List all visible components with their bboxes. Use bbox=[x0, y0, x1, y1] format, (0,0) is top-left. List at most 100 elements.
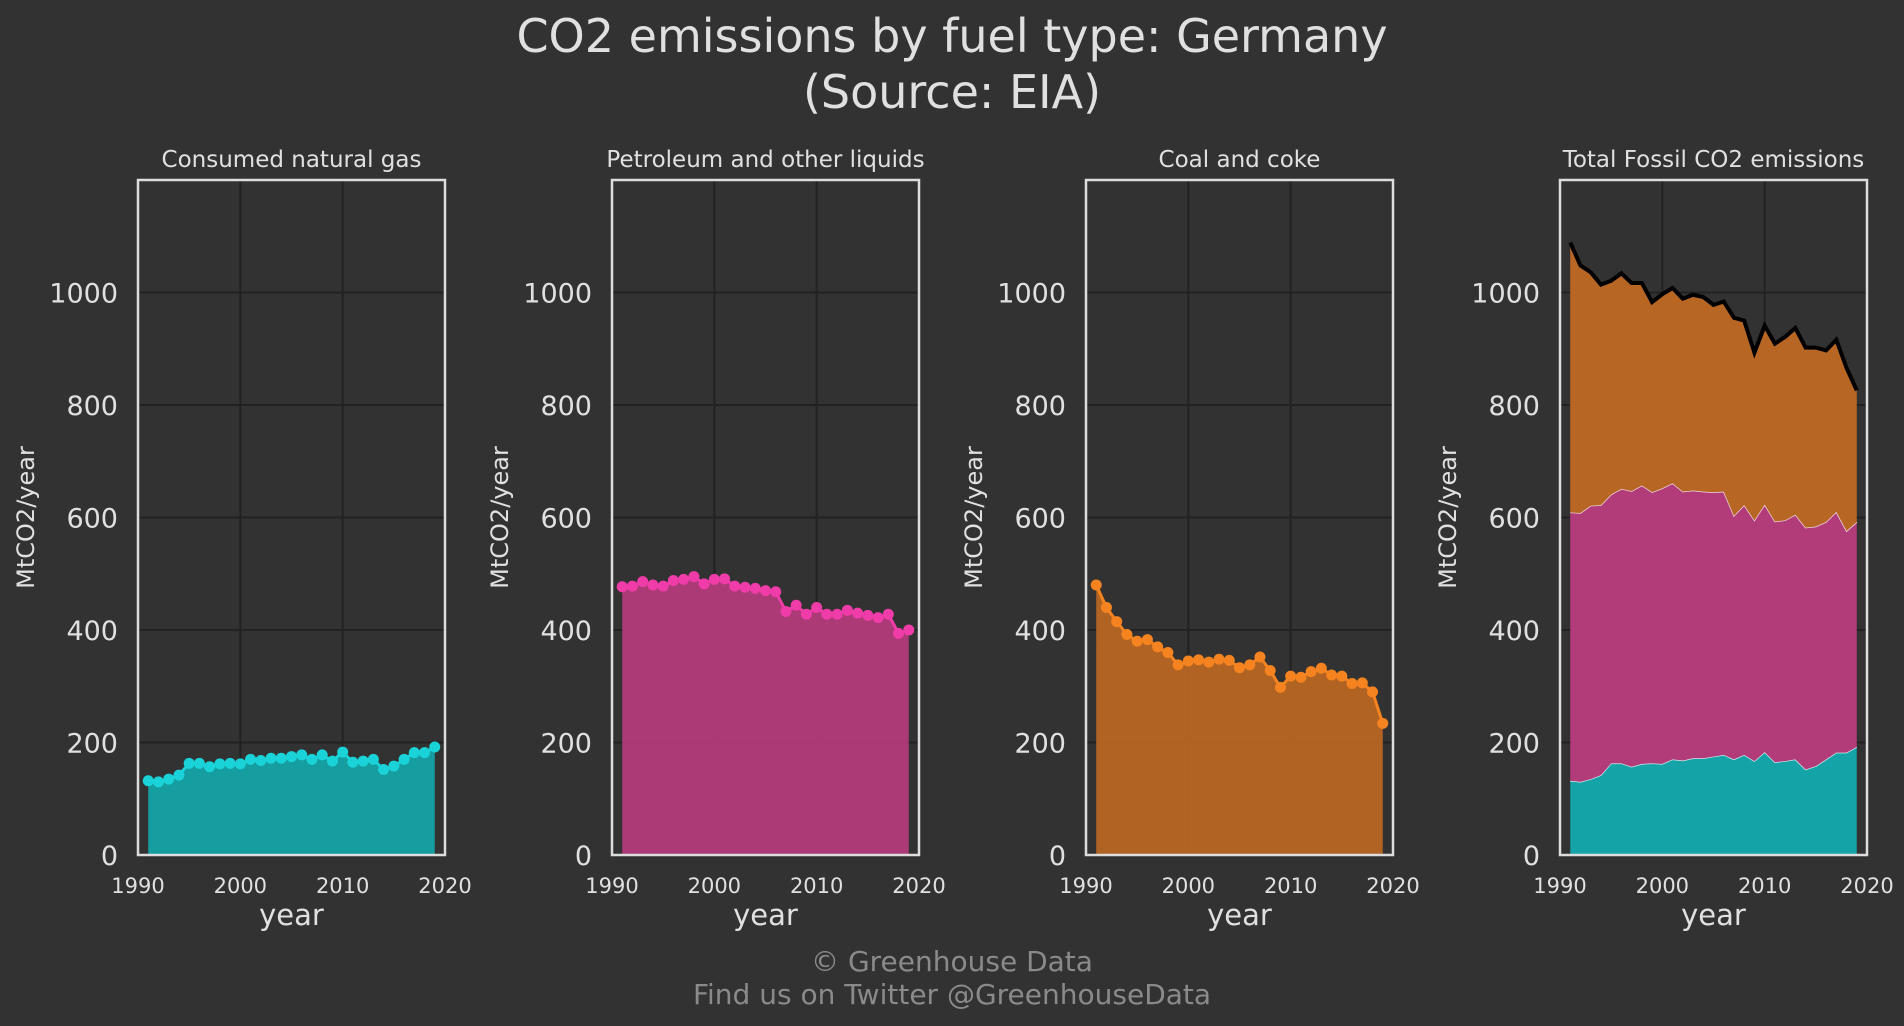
data-point bbox=[142, 775, 154, 787]
data-point bbox=[626, 580, 638, 592]
y-axis-label: MtCO2/year bbox=[12, 446, 40, 589]
x-tick-label: 2010 bbox=[1264, 874, 1317, 898]
data-point bbox=[780, 605, 792, 617]
data-point bbox=[903, 624, 915, 636]
y-tick-label: 1000 bbox=[997, 279, 1066, 310]
y-axis-label: MtCO2/year bbox=[486, 446, 514, 589]
data-point bbox=[163, 773, 175, 785]
data-point bbox=[1336, 670, 1348, 682]
data-point bbox=[152, 776, 164, 788]
area-fill bbox=[148, 747, 435, 855]
y-tick-label: 0 bbox=[575, 841, 592, 872]
y-tick-label: 1000 bbox=[49, 279, 118, 310]
x-tick-label: 1990 bbox=[1059, 874, 1112, 898]
data-point bbox=[275, 752, 287, 764]
data-point bbox=[657, 580, 669, 592]
y-tick-label: 600 bbox=[1488, 504, 1540, 535]
data-point bbox=[893, 627, 905, 639]
data-point bbox=[398, 753, 410, 765]
data-point bbox=[637, 576, 649, 588]
data-point bbox=[667, 575, 679, 586]
y-tick-label: 600 bbox=[1014, 504, 1066, 535]
data-point bbox=[1152, 641, 1164, 653]
data-point bbox=[1254, 651, 1266, 663]
data-point bbox=[1264, 665, 1276, 676]
area-fill bbox=[1096, 585, 1383, 855]
data-point bbox=[831, 608, 843, 620]
data-point bbox=[1346, 677, 1358, 689]
y-tick-label: 1000 bbox=[1471, 279, 1540, 310]
plot-frame bbox=[610, 178, 921, 857]
data-point bbox=[647, 579, 659, 591]
data-point bbox=[749, 582, 761, 594]
y-tick-label: 400 bbox=[66, 616, 118, 647]
x-tick-label: 2010 bbox=[1738, 874, 1791, 898]
x-tick-label: 1990 bbox=[111, 874, 164, 898]
data-point bbox=[811, 602, 823, 613]
data-point bbox=[367, 753, 379, 765]
data-point bbox=[1223, 654, 1235, 666]
data-point bbox=[800, 608, 812, 620]
data-point bbox=[1141, 634, 1153, 646]
y-tick-label: 200 bbox=[66, 729, 118, 760]
data-point bbox=[419, 747, 431, 759]
data-point bbox=[882, 608, 894, 620]
panel-title: Consumed natural gas bbox=[162, 147, 422, 173]
y-axis-label: MtCO2/year bbox=[960, 446, 988, 589]
y-tick-label: 200 bbox=[1488, 729, 1540, 760]
data-point bbox=[729, 580, 741, 592]
data-point bbox=[408, 747, 420, 759]
data-point bbox=[1377, 717, 1389, 729]
y-tick-label: 0 bbox=[101, 841, 118, 872]
data-point bbox=[770, 586, 782, 598]
data-point bbox=[1305, 666, 1317, 678]
y-tick-label: 400 bbox=[1014, 616, 1066, 647]
data-point bbox=[1182, 655, 1194, 667]
data-point bbox=[1234, 662, 1245, 674]
y-axis-label: MtCO2/year bbox=[1434, 446, 1462, 589]
stack-area-petroleum bbox=[1570, 483, 1857, 782]
footer-twitter: Find us on Twitter @GreenhouseData bbox=[693, 978, 1211, 1011]
stack-area-gas bbox=[1570, 747, 1857, 855]
x-tick-label: 2000 bbox=[1636, 874, 1689, 898]
y-tick-label: 600 bbox=[66, 504, 118, 535]
data-point bbox=[255, 755, 267, 766]
data-point bbox=[739, 581, 751, 593]
chart-title-line2: (Source: EIA) bbox=[803, 65, 1101, 119]
data-point bbox=[862, 609, 874, 621]
data-point bbox=[1315, 662, 1327, 674]
data-point bbox=[698, 578, 710, 590]
plot-frame bbox=[136, 178, 447, 857]
data-point bbox=[760, 585, 771, 597]
data-point bbox=[1100, 602, 1112, 613]
x-tick-label: 1990 bbox=[585, 874, 638, 898]
data-point bbox=[388, 760, 400, 772]
panel-2: 0 200 400 600 800 1000 1990 2000 2010 2020 Petrole… bbox=[486, 147, 946, 932]
data-point bbox=[306, 753, 318, 765]
data-point bbox=[193, 757, 205, 769]
data-point bbox=[1121, 629, 1133, 640]
data-point bbox=[204, 761, 216, 773]
x-tick-label: 2020 bbox=[418, 874, 471, 898]
data-point bbox=[296, 749, 308, 761]
x-tick-label: 2020 bbox=[892, 874, 945, 898]
panel-title: Petroleum and other liquids bbox=[606, 147, 924, 173]
x-tick-label: 1990 bbox=[1533, 874, 1586, 898]
data-point bbox=[841, 604, 853, 616]
data-point bbox=[708, 573, 720, 585]
data-point bbox=[357, 755, 369, 767]
data-point bbox=[872, 612, 884, 624]
y-tick-label: 200 bbox=[1014, 729, 1066, 760]
data-point bbox=[1356, 677, 1368, 689]
data-point bbox=[852, 607, 864, 619]
data-point bbox=[183, 757, 195, 769]
y-tick-label: 600 bbox=[540, 504, 592, 535]
y-tick-label: 800 bbox=[540, 391, 592, 422]
x-tick-label: 2020 bbox=[1840, 874, 1893, 898]
data-point bbox=[286, 751, 297, 763]
y-tick-label: 800 bbox=[1014, 391, 1066, 422]
data-point bbox=[616, 581, 628, 593]
data-point bbox=[214, 758, 226, 770]
x-tick-label: 2000 bbox=[688, 874, 741, 898]
y-tick-label: 400 bbox=[1488, 616, 1540, 647]
